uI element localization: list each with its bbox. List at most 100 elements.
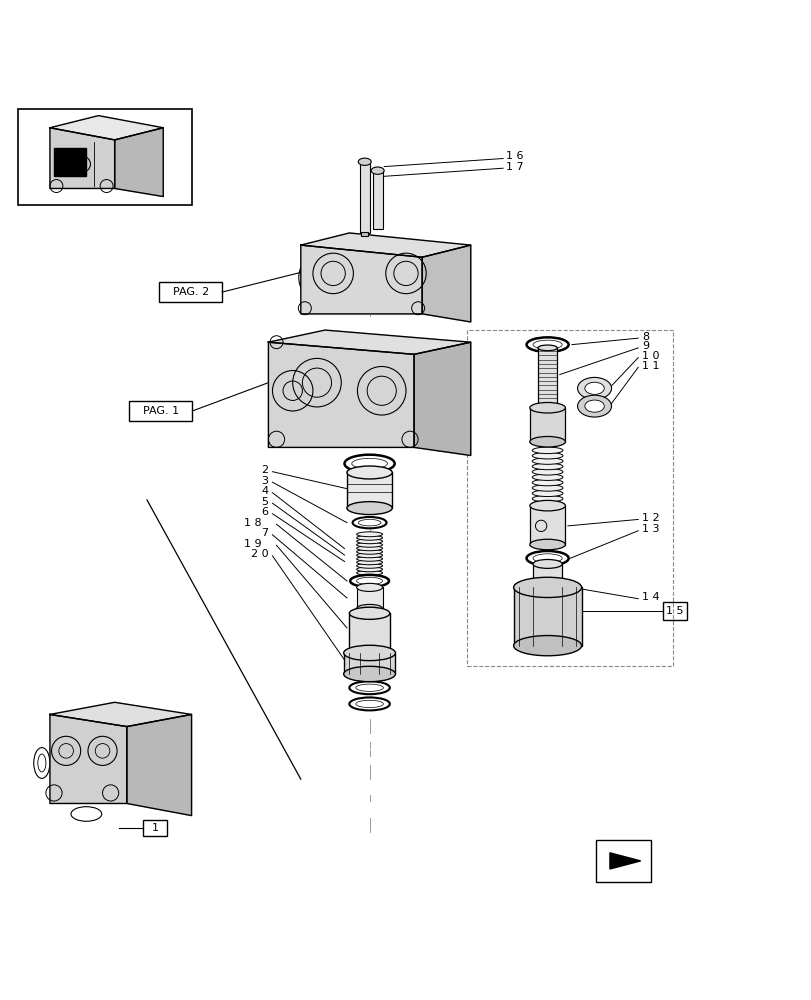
Ellipse shape <box>356 549 382 554</box>
Polygon shape <box>609 853 640 869</box>
Ellipse shape <box>356 560 382 565</box>
Text: 3: 3 <box>261 476 268 486</box>
Ellipse shape <box>532 559 561 568</box>
Ellipse shape <box>350 575 388 587</box>
Text: 1 4: 1 4 <box>642 592 659 602</box>
Ellipse shape <box>346 466 392 479</box>
Ellipse shape <box>356 535 382 540</box>
Bar <box>529 408 564 442</box>
Bar <box>346 472 392 508</box>
Bar <box>537 348 556 411</box>
Ellipse shape <box>531 490 562 497</box>
Bar <box>595 840 650 882</box>
Ellipse shape <box>529 402 564 413</box>
Bar <box>361 232 367 236</box>
Polygon shape <box>300 233 470 257</box>
Ellipse shape <box>531 474 562 480</box>
Ellipse shape <box>356 570 382 575</box>
Ellipse shape <box>529 539 564 550</box>
Ellipse shape <box>531 458 562 464</box>
Ellipse shape <box>346 502 392 515</box>
Text: 4: 4 <box>261 486 268 496</box>
Bar <box>466 330 672 666</box>
Text: 5: 5 <box>261 497 268 507</box>
Ellipse shape <box>351 458 387 469</box>
Polygon shape <box>50 714 127 803</box>
Ellipse shape <box>513 577 581 598</box>
Ellipse shape <box>584 400 603 412</box>
Text: 1 0: 1 0 <box>642 351 659 361</box>
Polygon shape <box>422 245 470 322</box>
Ellipse shape <box>349 681 389 694</box>
Ellipse shape <box>371 167 384 174</box>
Polygon shape <box>50 128 114 188</box>
Bar <box>359 162 369 233</box>
Bar <box>349 613 389 654</box>
Ellipse shape <box>531 452 562 459</box>
Ellipse shape <box>356 604 382 612</box>
Ellipse shape <box>531 479 562 486</box>
Polygon shape <box>268 330 470 354</box>
Ellipse shape <box>531 447 562 454</box>
Ellipse shape <box>356 546 382 551</box>
Ellipse shape <box>356 532 382 537</box>
Polygon shape <box>300 245 422 314</box>
Bar <box>356 587 382 608</box>
Ellipse shape <box>531 469 562 475</box>
Ellipse shape <box>532 582 561 591</box>
Ellipse shape <box>584 382 603 394</box>
Text: 9: 9 <box>642 341 649 351</box>
Text: 1 8: 1 8 <box>243 518 261 528</box>
Polygon shape <box>50 702 191 727</box>
Ellipse shape <box>343 645 395 661</box>
Ellipse shape <box>577 377 611 399</box>
Bar <box>18 109 191 205</box>
Text: 1: 1 <box>152 823 158 833</box>
Bar <box>532 564 561 587</box>
Bar <box>343 653 395 674</box>
Text: 7: 7 <box>261 528 268 538</box>
Text: 1 9: 1 9 <box>243 539 261 549</box>
Ellipse shape <box>352 517 386 528</box>
Polygon shape <box>127 714 191 816</box>
Ellipse shape <box>356 556 382 561</box>
Ellipse shape <box>349 697 389 710</box>
Text: 1 2: 1 2 <box>642 513 659 523</box>
Text: 1 3: 1 3 <box>642 524 659 534</box>
Ellipse shape <box>358 519 380 526</box>
Ellipse shape <box>356 542 382 547</box>
Text: 6: 6 <box>261 507 268 517</box>
Ellipse shape <box>531 463 562 470</box>
Bar <box>662 602 686 620</box>
Ellipse shape <box>356 577 382 585</box>
Ellipse shape <box>356 583 382 591</box>
Ellipse shape <box>526 337 568 352</box>
Ellipse shape <box>356 563 382 568</box>
Text: 2 0: 2 0 <box>251 549 268 559</box>
Ellipse shape <box>577 395 611 417</box>
Bar <box>129 401 192 421</box>
Text: PAG. 1: PAG. 1 <box>143 406 178 416</box>
Text: PAG. 2: PAG. 2 <box>173 287 208 297</box>
Bar <box>159 282 222 302</box>
Ellipse shape <box>358 158 371 165</box>
Bar <box>143 820 167 836</box>
Text: 1 1: 1 1 <box>642 361 659 371</box>
Ellipse shape <box>356 567 382 572</box>
Ellipse shape <box>513 636 581 656</box>
Ellipse shape <box>355 700 383 708</box>
Text: 1 5: 1 5 <box>665 606 683 616</box>
Bar <box>54 148 86 176</box>
Ellipse shape <box>349 607 389 619</box>
Ellipse shape <box>531 495 562 502</box>
Text: 1 6: 1 6 <box>505 151 522 161</box>
Ellipse shape <box>532 554 561 563</box>
Polygon shape <box>268 342 414 447</box>
Ellipse shape <box>343 666 395 682</box>
Text: 1 7: 1 7 <box>505 162 522 172</box>
Polygon shape <box>414 342 470 455</box>
Ellipse shape <box>356 539 382 544</box>
Polygon shape <box>50 116 163 140</box>
Ellipse shape <box>356 553 382 558</box>
Ellipse shape <box>529 436 564 447</box>
